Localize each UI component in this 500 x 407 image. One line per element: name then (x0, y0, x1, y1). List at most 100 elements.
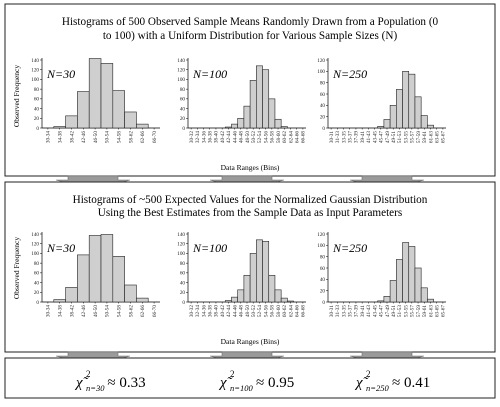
expected-ylabel: Observed Frequency (12, 237, 21, 300)
x-tick-label: 65-67 (441, 305, 447, 318)
sample-size-label: N=250 (332, 67, 367, 81)
x-tick-label: 31-33 (335, 305, 341, 318)
y-tick-label: 100 (31, 77, 39, 83)
observed-ylabel: Observed Frequency (12, 65, 21, 128)
x-tick-label: 46-50 (93, 305, 99, 318)
histogram-bar (402, 242, 410, 303)
histogram-bar (243, 274, 251, 303)
histogram-bar (88, 58, 102, 129)
y-tick-label: 140 (177, 232, 185, 238)
sample-size-label: N=30 (46, 67, 75, 81)
histogram-observed-0: 0 20 40 60 80 100 120 140 30-34 34-38 38-42 42-46 46… (31, 58, 160, 143)
chi-square-exponent: 2 (230, 369, 235, 379)
y-tick-label: 80 (180, 261, 186, 267)
histogram-bar (389, 280, 397, 303)
x-tick-label: 58-62 (128, 305, 134, 318)
y-tick-label: 60 (34, 271, 40, 277)
histogram-bar (136, 123, 149, 129)
y-tick-label: 60 (320, 266, 326, 272)
x-tick-label: 56-58 (270, 305, 276, 318)
histogram-bar (427, 298, 434, 303)
y-tick-label: 140 (31, 58, 39, 64)
histogram-bar (280, 297, 288, 303)
x-tick-label: 62-66 (140, 131, 146, 144)
histogram-bar (249, 80, 257, 129)
observed-title-line-1: Histograms of 500 Observed Sample Means … (62, 16, 439, 28)
histogram-bar (420, 115, 428, 129)
y-tick-label: 40 (180, 280, 186, 286)
x-tick-label: 36-38 (208, 305, 214, 318)
x-tick-label: 52-54 (257, 305, 263, 318)
x-tick-label: 54-58 (117, 305, 123, 318)
x-tick-label: 59-61 (422, 131, 428, 144)
x-tick-label: 39-41 (360, 131, 366, 144)
y-tick-label: 140 (177, 58, 185, 64)
x-tick-label: 66-68 (301, 305, 307, 318)
y-tick-label: 120 (31, 242, 39, 248)
y-tick-label: 80 (180, 87, 186, 93)
y-tick-label: 60 (34, 97, 40, 103)
histogram-bar (249, 253, 257, 303)
histogram-bar (124, 284, 137, 303)
y-tick-label: 140 (31, 232, 39, 238)
x-tick-label: 47-49 (385, 131, 391, 144)
x-tick-label: 34-36 (201, 305, 207, 318)
x-tick-label: 43-45 (372, 131, 378, 144)
chi-square-exponent: 2 (366, 369, 371, 379)
histogram-bar (65, 287, 78, 303)
histogram-bar (112, 256, 125, 303)
x-tick-label: 41-43 (366, 305, 372, 318)
x-tick-label: 30-31 (329, 305, 335, 318)
y-tick-label: 100 (177, 251, 185, 257)
histogram-bar (396, 89, 403, 129)
x-tick-label: 41-43 (366, 131, 372, 144)
histogram-bar (231, 296, 238, 303)
x-tick-label: 50-52 (251, 305, 257, 318)
x-tick-label: 65-67 (441, 131, 447, 144)
histogram-expected-1: 0 20 40 60 80 100 120 140 30-32 32-34 34-36 36-38 38… (177, 232, 306, 317)
x-tick-label: 42-46 (81, 131, 87, 144)
histogram-bar (256, 239, 263, 303)
x-tick-label: 46-50 (93, 131, 99, 144)
histogram-bar (287, 300, 294, 303)
chi-square-subscript: n=250 (366, 383, 389, 393)
x-tick-label: 35-37 (348, 131, 354, 144)
histogram-bar (274, 118, 282, 129)
y-tick-label: 40 (180, 106, 186, 112)
y-tick-label: 20 (180, 116, 186, 122)
x-tick-label: 63-65 (434, 305, 440, 318)
histogram-bar (231, 123, 238, 129)
histogram-bar (100, 63, 114, 129)
y-tick-label: 100 (177, 77, 185, 83)
x-tick-label: 57-59 (416, 305, 422, 318)
y-tick-label: 0 (36, 126, 39, 132)
chi-square-value: ≈ 0.33 (107, 375, 145, 391)
histogram-observed-2: 0 20 40 60 80 100 120 30-31 31-33 33-35 35-37 37-39… (317, 58, 446, 143)
histogram-bar (77, 254, 90, 303)
expected-xlabel: Data Ranges (Bins) (221, 337, 280, 346)
histogram-bar (136, 297, 149, 303)
chi-square-value: ≈ 0.95 (256, 375, 294, 391)
histogram-bar (420, 287, 428, 303)
x-tick-label: 30-31 (329, 131, 335, 144)
x-tick-label: 34-38 (58, 131, 64, 144)
x-tick-label: 58-60 (276, 305, 282, 318)
histogram-bar (383, 296, 391, 303)
x-tick-label: 51-53 (397, 305, 403, 318)
x-tick-label: 49-51 (391, 305, 397, 318)
histogram-bar (414, 96, 422, 129)
x-tick-label: 48-50 (245, 305, 251, 318)
histogram-bar (224, 300, 232, 303)
x-tick-label: 55-57 (410, 131, 416, 144)
chi-square-subscript: n=100 (230, 383, 253, 393)
x-tick-label: 64-66 (294, 131, 300, 144)
x-tick-label: 34-38 (58, 305, 64, 318)
x-tick-label: 62-66 (140, 305, 146, 318)
x-tick-label: 62-64 (288, 131, 294, 144)
histogram-bar (383, 119, 391, 129)
y-tick-label: 120 (31, 68, 39, 74)
y-tick-label: 60 (180, 271, 186, 277)
y-tick-label: 20 (34, 116, 40, 122)
histogram-bar (237, 289, 245, 303)
